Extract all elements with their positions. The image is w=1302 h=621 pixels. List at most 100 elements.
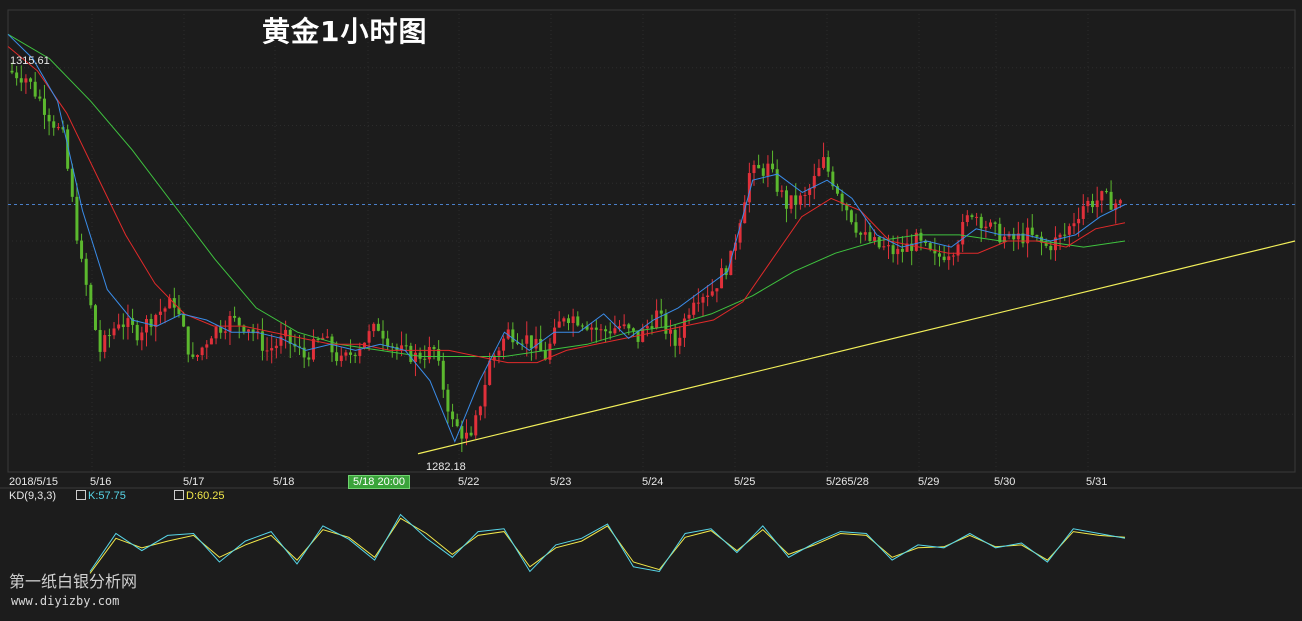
candle-body-26: [131, 318, 135, 325]
candle-body-138: [650, 326, 654, 329]
candle-body-140: [659, 310, 663, 314]
candle-body-129: [608, 331, 612, 334]
candle-body-94: [446, 389, 450, 412]
candle-body-74: [353, 354, 357, 356]
candle-body-115: [543, 350, 547, 360]
candle-body-228: [1067, 226, 1071, 235]
candle-body-54: [260, 331, 264, 351]
candle-body-227: [1063, 234, 1067, 236]
candle-body-99: [469, 432, 473, 436]
date-label-3: 5/18: [273, 476, 295, 488]
candle-body-133: [627, 324, 631, 329]
kd-d-line: [89, 517, 1126, 574]
candle-body-91: [432, 347, 436, 349]
candle-body-38: [186, 326, 190, 355]
candle-body-3: [24, 78, 28, 83]
candle-body-6: [38, 96, 42, 99]
candle-body-142: [669, 329, 673, 334]
candle-body-125: [590, 327, 594, 330]
candle-body-196: [919, 232, 923, 241]
candle-body-191: [896, 248, 900, 255]
date-label-2: 5/17: [183, 476, 205, 488]
kd-d-value[interactable]: D:60.25: [174, 490, 225, 502]
candle-body-29: [144, 319, 148, 333]
candle-body-64: [307, 357, 311, 360]
candle-body-195: [914, 232, 918, 251]
candle-body-102: [483, 384, 487, 407]
candle-body-234: [1095, 200, 1099, 208]
candle-body-5: [33, 81, 37, 97]
candle-body-187: [877, 237, 881, 248]
candle-body-161: [757, 164, 761, 169]
candle-body-57: [274, 345, 278, 349]
candle-body-179: [840, 193, 844, 205]
candle-body-174: [817, 167, 821, 176]
candle-body-100: [474, 415, 478, 436]
candle-body-25: [126, 318, 130, 327]
candle-body-214: [1002, 236, 1006, 243]
candle-body-132: [622, 324, 626, 327]
candle-body-182: [854, 222, 858, 233]
candle-body-197: [924, 240, 928, 243]
candle-body-112: [529, 335, 533, 349]
candle-body-167: [784, 190, 788, 209]
candle-body-98: [464, 432, 468, 439]
candle-body-231: [1081, 206, 1085, 219]
ma-slow-line: [7, 33, 1126, 357]
candle-body-105: [497, 350, 501, 356]
candle-body-166: [780, 190, 784, 192]
candle-body-145: [682, 318, 686, 338]
candle-body-148: [696, 302, 700, 304]
candle-body-47: [228, 315, 232, 332]
candle-body-226: [1058, 234, 1062, 238]
candle-body-212: [993, 222, 997, 224]
candle-body-122: [576, 316, 580, 326]
candle-body-9: [52, 121, 56, 128]
candle-body-152: [715, 288, 719, 292]
candle-body-131: [618, 326, 622, 329]
candle-body-22: [112, 328, 116, 336]
k-checkbox[interactable]: [76, 490, 86, 500]
candle-body-155: [729, 250, 733, 276]
candle-body-206: [965, 215, 969, 223]
candle-body-165: [775, 169, 779, 192]
candle-body-71: [339, 355, 343, 362]
candle-body-27: [135, 324, 139, 341]
candle-body-36: [177, 307, 181, 315]
candle-body-157: [738, 223, 742, 243]
candle-body-198: [928, 242, 932, 250]
candle-body-170: [798, 195, 802, 205]
candle-body-97: [460, 426, 464, 439]
date-label-5: 5/22: [458, 476, 480, 488]
candle-body-60: [288, 329, 292, 344]
candle-body-111: [525, 335, 529, 344]
candle-body-126: [594, 327, 598, 330]
candle-body-137: [645, 326, 649, 329]
candle-body-135: [636, 330, 640, 342]
date-label-1: 5/16: [90, 476, 112, 488]
d-checkbox[interactable]: [174, 490, 184, 500]
candle-body-43: [209, 338, 213, 345]
candle-body-120: [567, 318, 570, 324]
candle-body-78: [372, 323, 376, 332]
candle-body-28: [140, 332, 144, 341]
kd-k-value[interactable]: K:57.75: [76, 490, 126, 502]
support-trendline: [417, 240, 1296, 455]
candle-body-202: [947, 256, 951, 261]
candle-body-85: [404, 345, 408, 347]
candle-body-11: [61, 127, 65, 130]
candle-body-18: [93, 305, 97, 330]
candle-body-33: [163, 308, 167, 312]
candle-body-224: [1049, 245, 1053, 251]
candle-body-144: [678, 337, 682, 346]
candle-body-108: [511, 329, 515, 343]
candle-body-146: [687, 314, 691, 319]
candle-body-176: [826, 157, 830, 172]
candle-body-171: [803, 194, 807, 196]
candle-body-46: [223, 331, 227, 333]
candle-body-229: [1072, 223, 1076, 227]
candle-body-205: [961, 222, 965, 245]
candle-body-199: [933, 249, 937, 254]
candle-body-65: [311, 339, 315, 360]
candle-body-49: [237, 317, 241, 326]
